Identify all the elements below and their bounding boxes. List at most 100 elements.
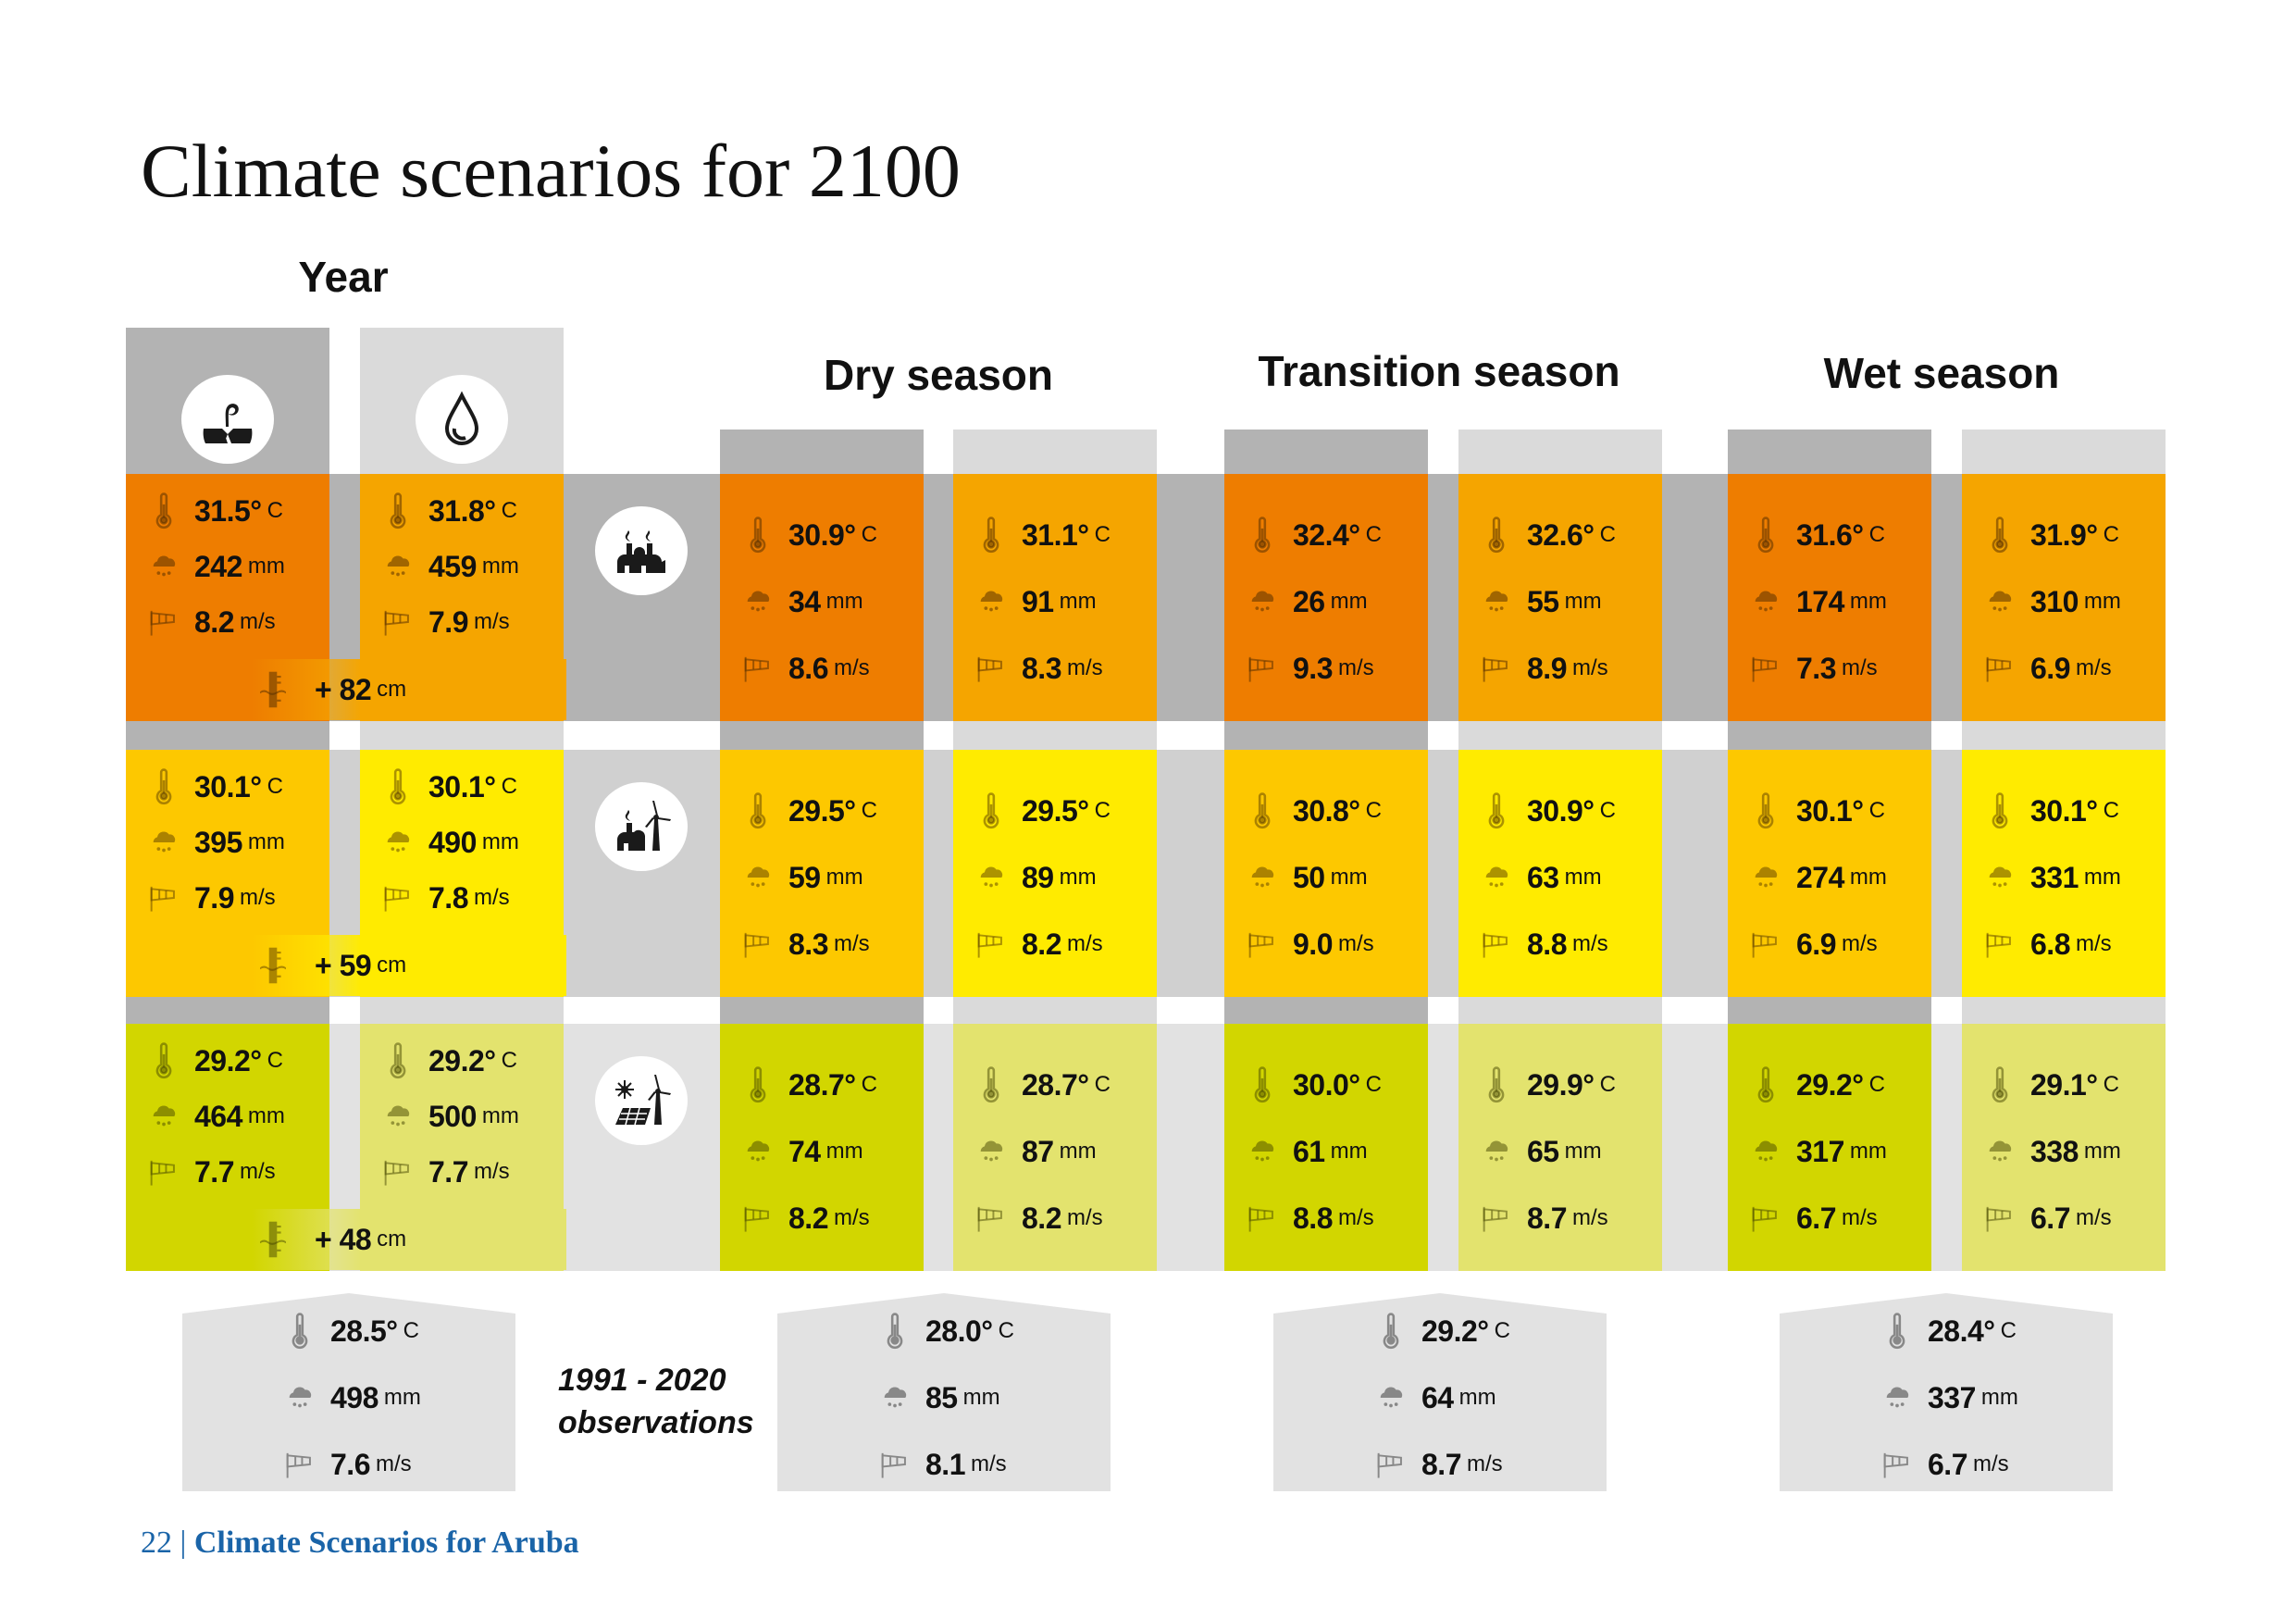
unit-label: C (2103, 522, 2119, 547)
unit-label: C (1365, 522, 1382, 547)
precipitation-value: 464 (194, 1099, 242, 1133)
thermometer-icon (148, 1042, 180, 1079)
rain-cloud-icon (284, 1379, 316, 1416)
rain-cloud-icon (1375, 1379, 1407, 1416)
thermo-line: 30.1° C (1750, 788, 1885, 834)
thermo-line: 30.0° C (1247, 1062, 1382, 1108)
thermo-line: 29.1° C (1984, 1062, 2119, 1108)
wind-line: 6.7 m/s (1984, 1195, 2112, 1241)
thermometer-icon (975, 517, 1007, 554)
thermo-line: 29.2° C (382, 1038, 517, 1084)
unit-label: mm (481, 554, 519, 579)
thermo-line: 28.5° C (284, 1308, 419, 1354)
rain-line: 64 mm (1375, 1375, 1496, 1421)
rain-cloud-icon (1881, 1379, 1913, 1416)
rain-cloud-icon (382, 548, 414, 585)
rain-cloud-icon (1750, 859, 1781, 896)
unit-label: mm (247, 829, 285, 854)
wind-line: 8.7 m/s (1481, 1195, 1608, 1241)
rain-line: 59 mm (742, 854, 863, 901)
rain-cloud-icon (742, 583, 774, 620)
wind-line: 7.8 m/s (382, 875, 510, 921)
wind-speed-value: 8.7 (1421, 1447, 1461, 1481)
wind-line: 8.2 m/s (148, 599, 276, 645)
temperature-value: 30.0° (1293, 1067, 1360, 1102)
wind-speed-value: 8.2 (1022, 1201, 1061, 1235)
precipitation-value: 55 (1527, 584, 1559, 618)
wind-line: 8.7 m/s (1375, 1441, 1503, 1488)
unit-label: mm (1458, 1385, 1496, 1410)
wind-line: 8.1 m/s (879, 1441, 1007, 1488)
unit-label: mm (825, 589, 863, 614)
wind-line: 7.6 m/s (284, 1441, 412, 1488)
precipitation-value: 338 (2030, 1134, 2079, 1168)
temperature-value: 29.2° (194, 1043, 262, 1077)
thermo-line: 30.8° C (1247, 788, 1382, 834)
thermometer-icon (1984, 792, 2016, 829)
scenario-cell: 29.2° C 464 mm 7.7 m/s (126, 1024, 329, 1271)
unit-label: mm (481, 829, 519, 854)
temperature-value: 29.2° (1796, 1067, 1864, 1102)
temperature-value: 29.2° (1421, 1314, 1489, 1348)
observations-label: 1991 - 2020 observations (558, 1359, 754, 1444)
temperature-value: 28.0° (925, 1314, 993, 1348)
rain-cloud-icon (1984, 1133, 2016, 1170)
observation-box: 28.0° C 85 mm 8.1 m/s (777, 1293, 1111, 1491)
unit-label: C (501, 774, 517, 799)
group-title: Dry season (823, 351, 1054, 399)
tide-gauge-icon (259, 1219, 287, 1260)
rain-cloud-icon (1481, 859, 1512, 896)
thermometer-icon (975, 792, 1007, 829)
unit-label: mm (1849, 865, 1887, 890)
wind-line: 7.7 m/s (382, 1149, 510, 1195)
rain-cloud-icon (975, 1133, 1007, 1170)
thermo-line: 29.2° C (1750, 1062, 1885, 1108)
unit-label: m/s (1337, 655, 1374, 680)
windsock-icon (742, 650, 774, 687)
unit-label: mm (825, 1139, 863, 1164)
page-number: 22 (141, 1526, 172, 1560)
unit-label: mm (247, 554, 285, 579)
windsock-icon (1247, 650, 1278, 687)
unit-label: C (1494, 1318, 1510, 1343)
precipitation-value: 34 (788, 584, 821, 618)
unit-label: C (1599, 1072, 1616, 1097)
thermo-line: 30.9° C (742, 512, 877, 558)
fossil-factory-icon (595, 506, 688, 595)
precipitation-value: 91 (1022, 584, 1054, 618)
thermo-line: 30.1° C (382, 764, 517, 810)
footer: 22 | Climate Scenarios for Aruba (141, 1526, 579, 1561)
precipitation-value: 65 (1527, 1134, 1559, 1168)
sea-level-value: + 82 (315, 672, 372, 706)
windsock-icon (1750, 926, 1781, 963)
temperature-value: 29.9° (1527, 1067, 1595, 1102)
wind-speed-value: 6.7 (1928, 1447, 1967, 1481)
rain-line: 317 mm (1750, 1128, 1887, 1175)
rain-cloud-icon (1247, 1133, 1278, 1170)
precipitation-value: 61 (1293, 1134, 1325, 1168)
unit-label: cm (377, 1227, 407, 1252)
unit-label: cm (377, 953, 407, 978)
rain-cloud-icon (1247, 859, 1278, 896)
unit-label: mm (2083, 589, 2121, 614)
wind-speed-value: 9.3 (1293, 651, 1333, 685)
unit-label: mm (825, 865, 863, 890)
group-title: Year (298, 253, 389, 301)
unit-label: mm (2083, 865, 2121, 890)
thermometer-icon (148, 492, 180, 529)
rain-line: 498 mm (284, 1375, 421, 1421)
rain-line: 459 mm (382, 543, 519, 590)
precipitation-value: 63 (1527, 860, 1559, 894)
thermo-line: 28.7° C (975, 1062, 1111, 1108)
unit-label: C (501, 1048, 517, 1073)
precipitation-value: 74 (788, 1134, 821, 1168)
windsock-icon (1481, 926, 1512, 963)
wind-speed-value: 6.7 (1796, 1201, 1836, 1235)
thermo-line: 28.0° C (879, 1308, 1014, 1354)
rain-cloud-icon (1481, 1133, 1512, 1170)
temperature-value: 29.5° (1022, 793, 1089, 828)
unit-label: m/s (1571, 1205, 1608, 1230)
rain-cloud-icon (1984, 583, 2016, 620)
rain-line: 65 mm (1481, 1128, 1602, 1175)
wind-speed-value: 7.6 (330, 1447, 370, 1481)
